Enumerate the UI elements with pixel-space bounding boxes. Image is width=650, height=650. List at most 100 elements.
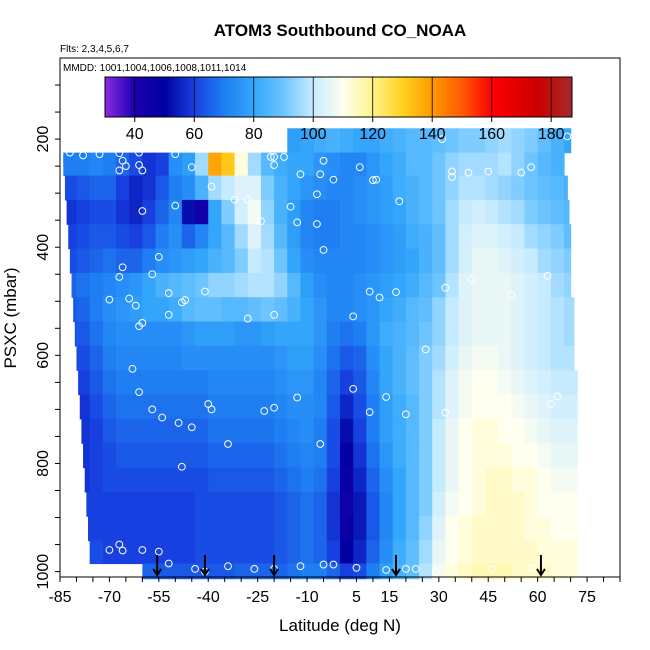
heatmap-cell bbox=[116, 248, 130, 274]
sample-point bbox=[118, 263, 127, 272]
heatmap-cell bbox=[89, 345, 104, 371]
heatmap-cell bbox=[260, 418, 275, 444]
heatmap-cell bbox=[287, 516, 302, 542]
heatmap-cell bbox=[564, 199, 570, 225]
heatmap-cell bbox=[524, 345, 539, 371]
heatmap-cell bbox=[313, 272, 328, 298]
heatmap-cell bbox=[432, 516, 447, 542]
sample-point bbox=[296, 562, 305, 571]
heatmap-cell bbox=[234, 345, 249, 371]
colorbar-tick-label: 100 bbox=[300, 126, 327, 143]
heatmap-cell bbox=[484, 394, 499, 420]
heatmap-cell bbox=[234, 248, 249, 274]
heatmap-cell bbox=[313, 516, 328, 542]
sample-point bbox=[164, 310, 173, 319]
heatmap-cell bbox=[102, 443, 117, 469]
heatmap-cell bbox=[142, 563, 157, 580]
heatmap-cell bbox=[76, 199, 91, 225]
heatmap-cell bbox=[564, 467, 578, 493]
heatmap-cell bbox=[247, 248, 262, 274]
heatmap-cell bbox=[181, 370, 196, 396]
heatmap-cell bbox=[116, 540, 130, 565]
heatmap-cell bbox=[353, 491, 367, 517]
heatmap-cell bbox=[379, 345, 394, 371]
heatmap-cell bbox=[419, 491, 433, 517]
heatmap-cell bbox=[564, 297, 575, 323]
heatmap-cell bbox=[353, 516, 367, 542]
heatmap-cell bbox=[247, 321, 262, 347]
heatmap-cell bbox=[564, 394, 578, 420]
colorbar-tick-label: 80 bbox=[245, 126, 263, 143]
heatmap-cell bbox=[208, 491, 223, 517]
heatmap-cell bbox=[511, 491, 526, 517]
heatmap-cell bbox=[260, 491, 275, 517]
sample-point bbox=[148, 270, 157, 279]
heatmap-cell bbox=[340, 272, 354, 298]
heatmap-cell bbox=[445, 418, 460, 444]
heatmap-cell bbox=[550, 321, 565, 347]
heatmap-cell bbox=[498, 563, 512, 580]
heatmap-cell bbox=[195, 297, 209, 323]
heatmap-cell bbox=[142, 155, 157, 165]
flight-arrow-head bbox=[152, 568, 163, 577]
heatmap-cell bbox=[116, 321, 130, 347]
sample-point bbox=[79, 151, 87, 160]
heatmap-cell bbox=[379, 491, 394, 517]
heatmap-cell bbox=[274, 297, 288, 323]
heatmap-cell bbox=[379, 175, 394, 201]
heatmap-cells bbox=[63, 128, 578, 580]
heatmap-cell bbox=[76, 297, 91, 323]
heatmap-cell bbox=[195, 370, 209, 396]
heatmap-cell bbox=[260, 345, 275, 371]
heatmap-cell bbox=[129, 199, 143, 225]
heatmap-cell bbox=[511, 540, 526, 565]
heatmap-cell bbox=[550, 563, 565, 580]
sample-point bbox=[171, 150, 180, 159]
heatmap-cell bbox=[181, 155, 196, 165]
heatmap-cell bbox=[326, 199, 341, 225]
heatmap-cell bbox=[102, 248, 117, 274]
heatmap-cell bbox=[300, 540, 315, 565]
heatmap-cell bbox=[88, 516, 91, 542]
heatmap-cell bbox=[129, 175, 143, 201]
heatmap-cell bbox=[445, 224, 460, 250]
heatmap-cell bbox=[181, 272, 196, 298]
heatmap-cell bbox=[537, 248, 552, 274]
heatmap-cell bbox=[511, 467, 526, 493]
heatmap-cell bbox=[458, 128, 473, 154]
colorbar-tick-label: 180 bbox=[538, 126, 565, 143]
x-tick-label: 5 bbox=[352, 589, 361, 606]
sample-point bbox=[158, 413, 167, 422]
flight-arrow-head bbox=[269, 568, 279, 577]
heatmap-cell bbox=[524, 248, 539, 274]
heatmap-cell bbox=[221, 155, 236, 165]
heatmap-cell bbox=[168, 345, 183, 371]
heatmap-cell bbox=[471, 467, 486, 493]
sample-point bbox=[286, 202, 295, 211]
heatmap-cell bbox=[234, 516, 249, 542]
sample-point bbox=[365, 408, 374, 417]
heatmap-cell bbox=[142, 443, 157, 469]
heatmap-cell bbox=[353, 128, 367, 154]
heatmap-cell bbox=[313, 224, 328, 250]
sample-point bbox=[546, 400, 555, 408]
y-tick-label: 200 bbox=[35, 126, 52, 153]
heatmap-cell bbox=[208, 224, 223, 250]
heatmap-cell bbox=[300, 272, 315, 298]
heatmap-cell bbox=[392, 297, 407, 323]
sample-point bbox=[448, 173, 456, 181]
heatmap-cell bbox=[340, 540, 354, 565]
heatmap-cell bbox=[69, 248, 78, 274]
heatmap-cell bbox=[550, 467, 565, 493]
heatmap-cell bbox=[445, 443, 460, 469]
heatmap-cell bbox=[353, 272, 367, 298]
x-tick-label: -25 bbox=[246, 589, 269, 606]
heatmap-cell bbox=[484, 443, 499, 469]
heatmap-cell bbox=[379, 152, 394, 177]
heatmap-cell bbox=[129, 516, 143, 542]
heatmap-cell bbox=[129, 224, 143, 250]
sample-point bbox=[553, 392, 562, 401]
sample-point bbox=[135, 148, 143, 157]
y-axis-label: PSXC (mbar) bbox=[1, 267, 20, 368]
heatmap-cell bbox=[102, 467, 117, 493]
